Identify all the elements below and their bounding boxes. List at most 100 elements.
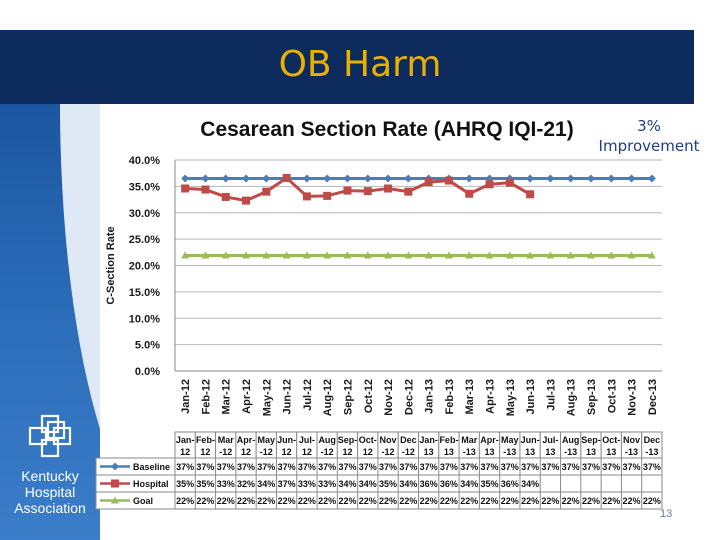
table-header-text: 12 [241,447,251,457]
baseline-point [566,174,575,183]
goal-point [384,251,393,259]
hospital-point [181,184,190,193]
goal-point [201,251,210,259]
hospital-point [302,192,311,201]
legend-label-hospital: Hospital [133,479,169,489]
goal-point [647,251,656,259]
x-tick-label: Sep-13 [586,379,598,415]
hospital-point [323,191,332,200]
table-value-cell: 37% [602,462,620,472]
table-value-cell: 22% [318,496,336,506]
baseline-point [586,174,595,183]
x-tick-label: Oct-13 [606,379,618,413]
baseline-point [262,174,271,183]
table-value-cell: 37% [176,462,194,472]
table-value-cell: 33% [217,479,235,489]
goal-point [465,251,474,259]
table-value-cell: 37% [420,462,438,472]
table-header-text: -12 [260,447,273,457]
table-header-text: Feb- [196,435,215,445]
baseline-point [302,174,311,183]
table-header-text: 13 [525,447,535,457]
table-value-cell: 37% [440,462,458,472]
table-value-cell: 22% [521,496,539,506]
kha-logo: Kentucky Hospital Association [0,410,100,520]
goal-point [607,251,616,259]
x-tick-label: Mar-12 [221,379,233,414]
table-value-cell: 34% [460,479,478,489]
y-axis-label: C-Section Rate [105,226,117,304]
hospital-point [282,173,291,182]
table-header-text: Mar [461,435,478,445]
table-header-text: Jun- [521,435,540,445]
table-value-cell: 22% [643,496,661,506]
improvement-label: Improvement [598,137,700,155]
x-tick-label: Feb-12 [200,379,212,414]
table-header-text: -13 [645,447,658,457]
y-tick-label: 40.0% [129,155,160,167]
table-value-cell: 35% [196,479,214,489]
table-value-cell: 37% [643,462,661,472]
x-tick-label: Jul-13 [545,379,557,411]
x-tick-label: Nov-12 [383,379,395,416]
table-header-text: Jan- [176,435,195,445]
data-table-body [95,457,663,510]
y-tick-label: 25.0% [129,234,160,246]
x-tick-label: Oct-12 [363,379,375,413]
slide-title: OB Harm [278,44,442,85]
baseline-point [201,174,210,183]
table-header-text: -12 [402,447,415,457]
hospital-point [201,185,210,194]
hospital-point [485,180,494,189]
y-tick-label: 35.0% [129,181,160,193]
baseline-point [363,174,372,183]
table-header-text: 13 [424,447,434,457]
y-tick-label: 30.0% [129,208,160,220]
x-tick-label: Apr-12 [241,379,253,414]
table-header-text: 12 [180,447,190,457]
table-header-text: -13 [463,447,476,457]
table-value-cell: 37% [278,462,296,472]
x-tick-label: Apr-13 [485,379,497,414]
table-value-cell: 36% [440,479,458,489]
table-header-text: -13 [503,447,516,457]
table-header-text: Mar [218,435,235,445]
goal-point [221,251,230,259]
x-tick-label: Sep-12 [342,379,354,415]
table-value-cell: 22% [379,496,397,506]
table-header-text: Sep- [338,435,358,445]
baseline-point [323,174,332,183]
table-value-cell: 37% [338,462,356,472]
table-header-text: 12 [200,447,210,457]
x-tick-label: Jun-12 [282,379,294,414]
table-value-cell: 34% [338,479,356,489]
table-value-cell: 37% [359,462,377,472]
hospital-point [444,176,453,185]
table-value-cell: 37% [257,462,275,472]
goal-point [323,251,332,259]
legend-key-marker [111,496,119,504]
hospital-point [404,187,413,196]
baseline-point [627,174,636,183]
hospital-point [465,189,474,198]
table-value-cell: 37% [379,462,397,472]
goal-point [363,251,372,259]
baseline-point [343,174,352,183]
table-value-cell: 37% [501,462,519,472]
table-value-cell: 22% [359,496,377,506]
table-header-text: -12 [382,447,395,457]
table-value-cell: 34% [521,479,539,489]
x-tick-label: May-13 [505,379,517,416]
table-header-text: Apr- [480,435,499,445]
table-value-cell: 34% [359,479,377,489]
table-value-cell: 22% [217,496,235,506]
table-header-text: -13 [564,447,577,457]
y-tick-label: 20.0% [129,261,160,273]
table-value-cell: 33% [318,479,336,489]
table-header-text: Jul- [299,435,315,445]
y-tick-label: 10.0% [129,313,160,325]
baseline-point [607,174,616,183]
goal-point [627,251,636,259]
legend-key-marker [111,462,119,471]
baseline-point [242,174,251,183]
